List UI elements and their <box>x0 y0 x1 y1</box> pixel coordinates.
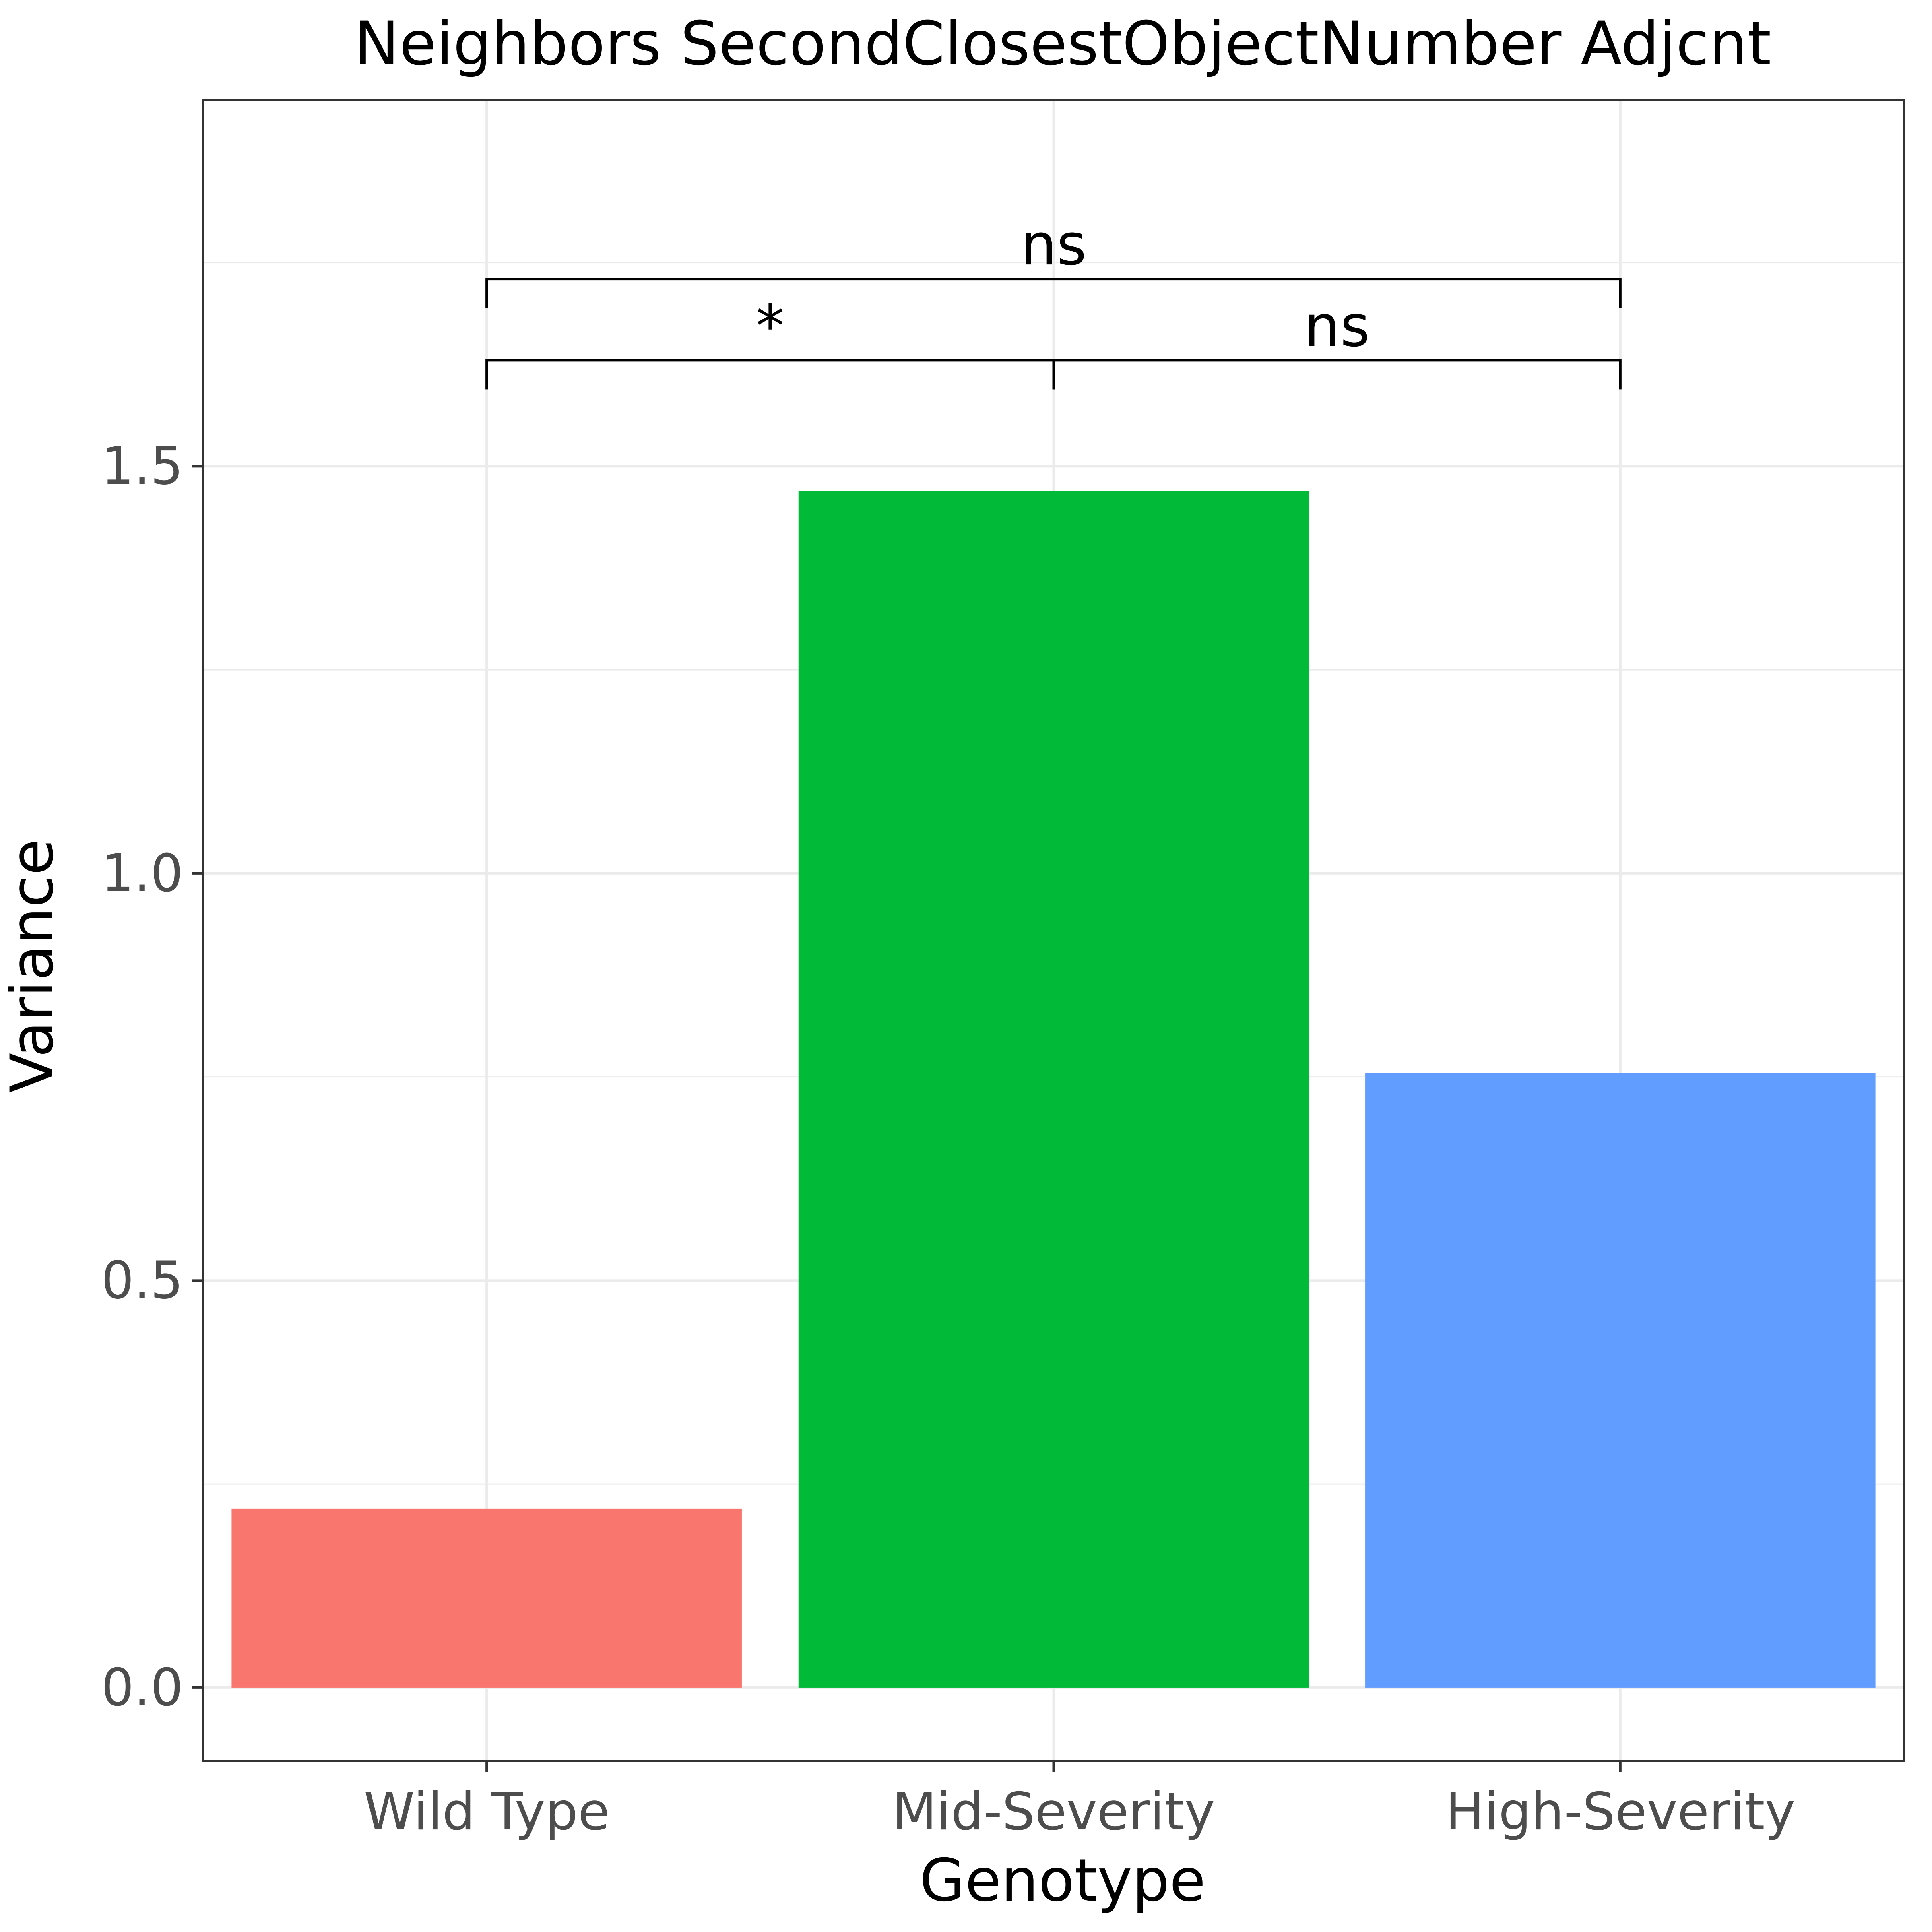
significance-bracket <box>1052 359 1622 390</box>
x-axis: Wild Type Mid-Severity High-Severity <box>364 1761 1795 1842</box>
x-tick-label: High-Severity <box>1445 1782 1795 1842</box>
y-axis-title: Variance <box>0 839 66 1093</box>
x-tick-label: Mid-Severity <box>892 1782 1215 1842</box>
y-tick-label: 0.5 <box>101 1251 183 1311</box>
significance-label: ns <box>1304 293 1370 359</box>
x-axis-title: Genotype <box>920 1846 1206 1915</box>
y-tick-label: 1.0 <box>101 843 183 903</box>
significance-brackets: * ns ns <box>485 212 1622 390</box>
bar-mid-severity <box>798 491 1309 1688</box>
significance-bracket <box>485 278 1622 308</box>
chart-title: Neighbors SecondClosestObjectNumber Adjc… <box>354 9 1771 79</box>
y-tick-label: 0.0 <box>101 1657 183 1717</box>
bars <box>231 491 1876 1688</box>
bar-high-severity <box>1365 1073 1876 1688</box>
bar-wild-type <box>231 1508 742 1688</box>
y-axis: 0.0 0.5 1.0 1.5 <box>101 436 203 1717</box>
y-tick-label: 1.5 <box>101 436 183 496</box>
significance-label: ns <box>1021 212 1087 278</box>
significance-label: * <box>756 293 784 359</box>
x-tick-label: Wild Type <box>364 1782 610 1842</box>
